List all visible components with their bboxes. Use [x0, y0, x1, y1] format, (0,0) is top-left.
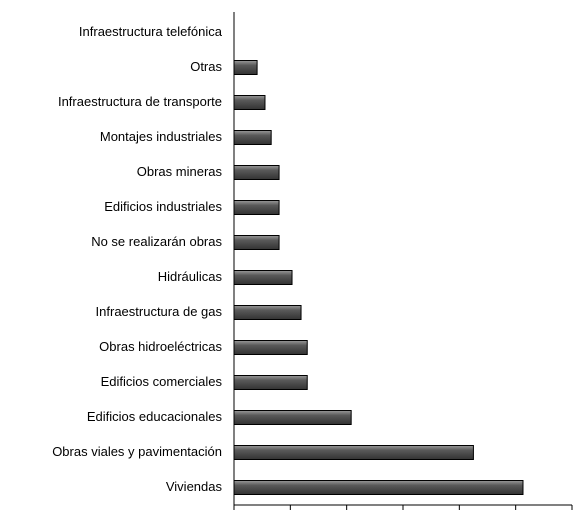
y-tick-label: Viviendas [166, 479, 223, 494]
bar [233, 235, 280, 250]
bar [233, 305, 302, 320]
bar [233, 200, 280, 215]
y-tick-label: Hidráulicas [158, 269, 223, 284]
bar [233, 270, 293, 285]
bar [233, 130, 272, 145]
bar [233, 340, 308, 355]
y-tick-label: Edificios educacionales [87, 409, 223, 424]
y-tick-label: Otras [190, 59, 222, 74]
bar [233, 480, 524, 495]
y-tick-label: No se realizarán obras [91, 234, 222, 249]
y-tick-label: Infraestructura telefónica [79, 24, 223, 39]
y-tick-label: Montajes industriales [100, 129, 223, 144]
bar [233, 410, 352, 425]
y-tick-label: Edificios comerciales [101, 374, 223, 389]
y-tick-label: Obras hidroeléctricas [99, 339, 222, 354]
bar [233, 445, 474, 460]
bar [233, 60, 258, 75]
bar [233, 95, 266, 110]
y-tick-label: Infraestructura de transporte [58, 94, 222, 109]
y-tick-label: Infraestructura de gas [96, 304, 223, 319]
bar [233, 165, 280, 180]
y-tick-label: Edificios industriales [104, 199, 222, 214]
bar [233, 375, 308, 390]
y-tick-label: Obras viales y pavimentación [52, 444, 222, 459]
y-tick-label: Obras mineras [137, 164, 223, 179]
